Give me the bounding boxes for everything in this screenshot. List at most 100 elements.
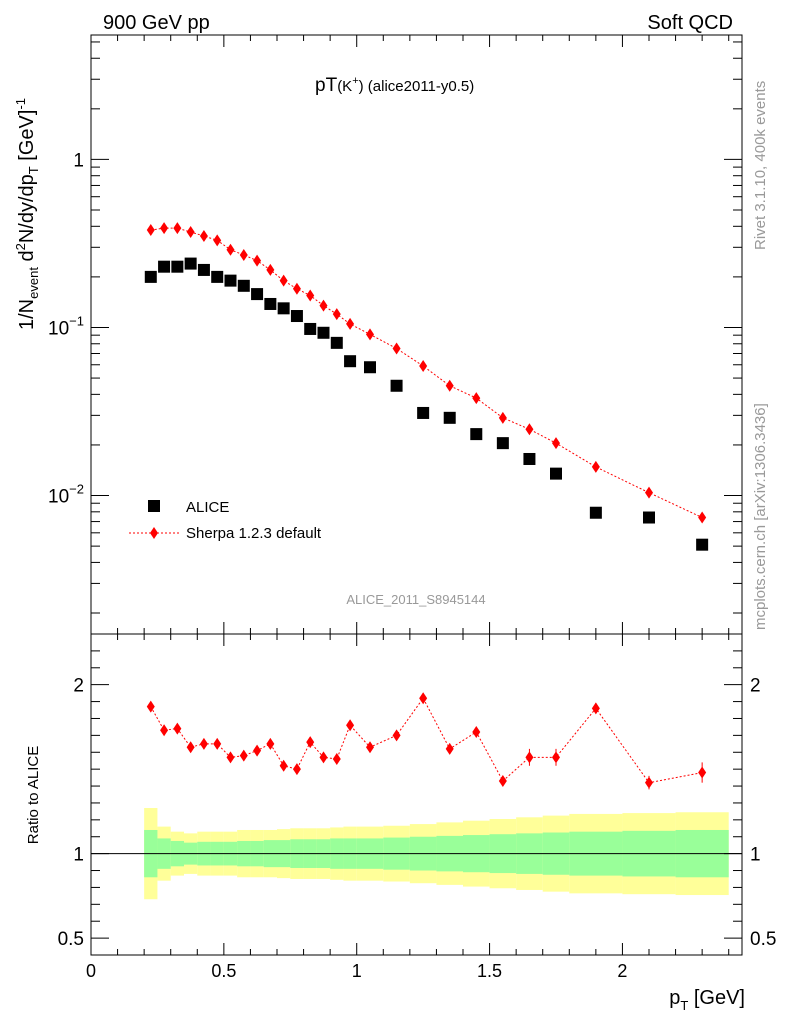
- ratio-point: [226, 751, 235, 764]
- sherpa-point: [239, 248, 248, 261]
- main-y-tick-label: 10−1: [48, 313, 84, 339]
- alice-point: [390, 379, 403, 392]
- sherpa-point: [445, 379, 454, 392]
- sherpa-point: [213, 234, 222, 247]
- alice-point: [158, 260, 171, 273]
- alice-point: [264, 297, 277, 310]
- sherpa-point: [366, 328, 374, 341]
- sherpa-line: [150, 227, 703, 518]
- ratio-y-tick-label: 2: [73, 676, 84, 697]
- alice-point: [330, 336, 343, 349]
- main-y-axis-label: 1/Nevent d2N/dy/dpT [GeV]-1: [13, 98, 41, 330]
- alice-point: [184, 257, 197, 270]
- main-plot-title: pT(K+) (alice2011-y0.5): [315, 75, 474, 96]
- ratio-point: [366, 741, 374, 754]
- ratio-point: [199, 737, 208, 750]
- side-label-rivet: Rivet 3.1.10, 400k events: [752, 81, 769, 250]
- alice-point: [211, 270, 224, 283]
- main-plot-frame: [90, 34, 743, 635]
- ratio-y-axis-label: Ratio to ALICE: [25, 746, 42, 844]
- ratio-point: [306, 736, 315, 749]
- legend: ALICE Sherpa 1.2.3 default: [129, 499, 322, 542]
- ratio-point: [445, 742, 454, 755]
- sherpa-point: [319, 299, 328, 312]
- ratio-point: [525, 751, 534, 764]
- ratio-point: [552, 751, 560, 764]
- x-tick-label: 1.5: [477, 961, 502, 981]
- ratio-point: [146, 700, 155, 713]
- alice-point: [550, 467, 562, 480]
- data-marks: [144, 222, 709, 790]
- alice-point: [277, 302, 290, 315]
- ratio-point: [346, 719, 355, 732]
- ratio-point: [472, 725, 481, 738]
- alice-point: [643, 511, 655, 524]
- ratio-point: [698, 766, 707, 779]
- ratio-plot-frame: [90, 633, 743, 956]
- ratio-y-tick-label: 0.5: [58, 929, 84, 950]
- sherpa-point: [498, 411, 507, 424]
- legend-label-alice: ALICE: [186, 499, 229, 516]
- alice-point: [224, 274, 237, 287]
- legend-label-sherpa: Sherpa 1.2.3 default: [186, 525, 322, 542]
- sherpa-point: [552, 437, 560, 450]
- sherpa-point: [279, 274, 288, 287]
- alice-point: [304, 322, 317, 335]
- analysis-id-label: ALICE_2011_S8945144: [346, 592, 485, 607]
- header-left: 900 GeV pp: [103, 12, 210, 34]
- alice-point: [496, 437, 509, 450]
- main-y-tick-label: 1: [73, 150, 84, 171]
- legend-marker-sherpa: [150, 527, 158, 539]
- ratio-point: [186, 741, 195, 754]
- sherpa-point: [525, 423, 534, 436]
- legend-marker-alice: [148, 500, 160, 512]
- ratio-point: [392, 729, 401, 742]
- alice-point: [364, 361, 376, 374]
- sherpa-point: [292, 282, 301, 295]
- sherpa-point: [146, 224, 155, 237]
- ratio-y-tick-label: 1: [73, 845, 84, 866]
- sherpa-point: [199, 230, 208, 243]
- sherpa-point: [419, 359, 428, 372]
- alice-point: [523, 452, 536, 465]
- side-label-mcplots: mcplots.cern.ch [arXiv:1306.3436]: [752, 403, 769, 630]
- sherpa-point: [591, 460, 600, 473]
- x-tick-label: 0.5: [211, 961, 236, 981]
- ratio-y-tick-label-right: 0.5: [750, 929, 776, 950]
- sherpa-point: [306, 289, 315, 302]
- ratio-point: [645, 776, 653, 789]
- alice-point: [237, 279, 250, 292]
- sherpa-point: [645, 486, 653, 499]
- x-tick-label: 0: [86, 961, 96, 981]
- ratio-point: [173, 722, 182, 735]
- ratio-y-tick-label-right: 1: [750, 845, 761, 866]
- alice-point: [317, 326, 330, 339]
- ratio-point: [591, 702, 600, 715]
- ratio-line: [150, 697, 703, 784]
- alice-point: [589, 506, 602, 519]
- sherpa-point: [226, 243, 235, 256]
- sherpa-point: [332, 308, 341, 321]
- ratio-y-tick-label-right: 2: [750, 676, 761, 697]
- sherpa-point: [186, 225, 195, 238]
- ratio-point: [239, 749, 248, 762]
- sherpa-point: [346, 317, 355, 330]
- sherpa-point: [266, 263, 275, 276]
- ratio-point: [419, 692, 428, 705]
- alice-point: [290, 310, 303, 323]
- alice-point: [443, 411, 456, 424]
- header-right: Soft QCD: [647, 12, 733, 34]
- alice-point: [417, 406, 430, 419]
- sherpa-point: [472, 392, 481, 405]
- sherpa-point: [173, 222, 182, 235]
- ratio-point: [332, 753, 341, 766]
- ratio-point: [213, 737, 222, 750]
- sherpa-point: [698, 511, 707, 524]
- alice-point: [696, 538, 709, 551]
- alice-point: [251, 288, 264, 301]
- alice-point: [171, 260, 184, 273]
- sherpa-point: [253, 254, 262, 267]
- ratio-point: [266, 737, 275, 750]
